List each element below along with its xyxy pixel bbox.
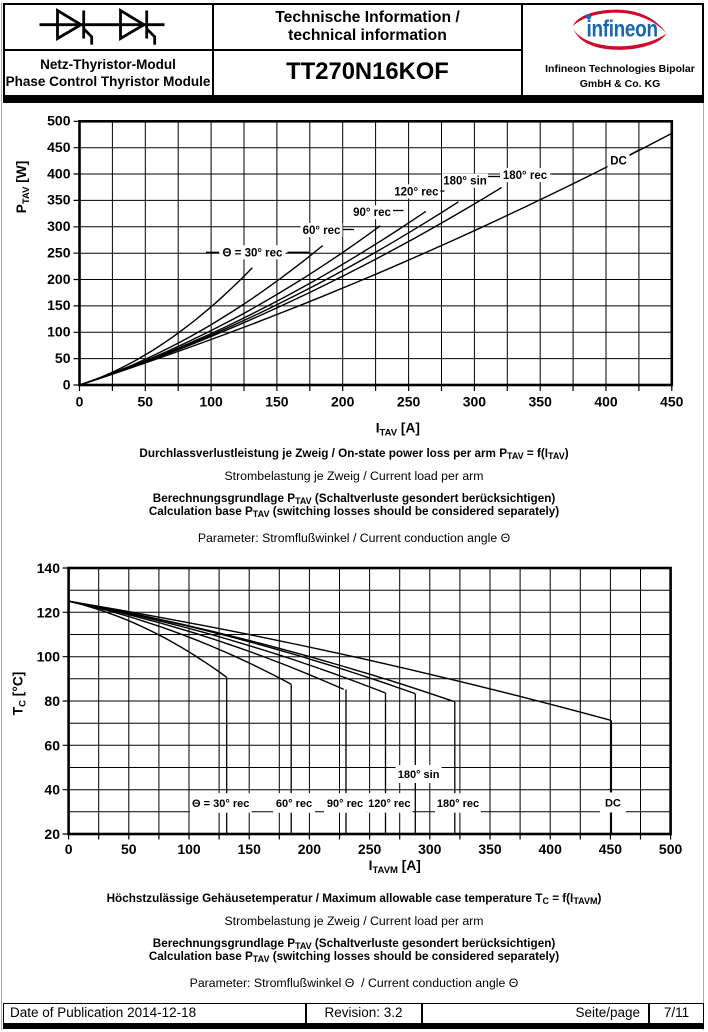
svg-text:120° rec: 120° rec [394, 186, 439, 198]
svg-text:0: 0 [65, 841, 73, 857]
svg-text:450: 450 [660, 394, 684, 410]
svg-text:infineon: infineon [587, 15, 658, 41]
svg-text:90° rec: 90° rec [353, 207, 391, 219]
svg-text:DC: DC [610, 156, 627, 168]
svg-text:150: 150 [265, 394, 289, 410]
svg-text:PTAV [W]: PTAV [W] [14, 161, 32, 214]
svg-text:ITAVM [A]: ITAVM [A] [369, 858, 421, 876]
svg-text:400: 400 [594, 394, 618, 410]
svg-text:TC [°C]: TC [°C] [11, 672, 29, 716]
svg-text:50: 50 [55, 350, 71, 366]
svg-text:180° sin: 180° sin [398, 769, 440, 781]
svg-text:120° rec: 120° rec [368, 798, 410, 810]
svg-text:100: 100 [199, 394, 223, 410]
svg-text:300: 300 [463, 394, 487, 410]
svg-text:150: 150 [47, 297, 71, 313]
svg-text:350: 350 [529, 394, 553, 410]
svg-text:400: 400 [47, 165, 71, 181]
svg-text:300: 300 [47, 218, 71, 234]
svg-text:150: 150 [238, 841, 262, 857]
svg-text:300: 300 [418, 841, 442, 857]
svg-text:400: 400 [539, 841, 563, 857]
svg-text:500: 500 [47, 113, 71, 129]
svg-text:250: 250 [397, 394, 421, 410]
svg-text:250: 250 [358, 841, 382, 857]
svg-text:Θ = 30° rec: Θ = 30° rec [223, 247, 284, 259]
svg-text:100: 100 [47, 324, 71, 340]
svg-text:180° rec: 180° rec [503, 170, 548, 182]
svg-text:90° rec: 90° rec [327, 798, 363, 810]
svg-text:250: 250 [47, 244, 71, 260]
svg-text:450: 450 [47, 139, 71, 155]
svg-text:50: 50 [121, 841, 137, 857]
svg-text:60: 60 [44, 737, 60, 753]
svg-text:200: 200 [298, 841, 322, 857]
svg-text:180° sin: 180° sin [443, 176, 487, 188]
svg-text:60° rec: 60° rec [276, 798, 312, 810]
svg-text:100: 100 [177, 841, 201, 857]
svg-text:ITAV [A]: ITAV [A] [376, 421, 420, 439]
svg-text:40: 40 [44, 782, 60, 798]
svg-text:350: 350 [47, 192, 71, 208]
svg-text:DC: DC [605, 798, 621, 810]
svg-text:140: 140 [37, 560, 61, 576]
svg-text:500: 500 [659, 841, 683, 857]
svg-text:80: 80 [44, 693, 60, 709]
svg-text:0: 0 [76, 394, 84, 410]
svg-text:200: 200 [331, 394, 355, 410]
svg-text:180° rec: 180° rec [437, 798, 479, 810]
svg-text:60° rec: 60° rec [303, 225, 341, 237]
svg-text:0: 0 [63, 376, 71, 392]
svg-text:200: 200 [47, 271, 71, 287]
svg-text:50: 50 [138, 394, 154, 410]
svg-text:Θ = 30° rec: Θ = 30° rec [192, 798, 249, 810]
svg-text:20: 20 [44, 826, 60, 842]
svg-text:100: 100 [37, 649, 61, 665]
svg-text:120: 120 [37, 604, 61, 620]
svg-text:350: 350 [478, 841, 502, 857]
svg-text:450: 450 [599, 841, 623, 857]
